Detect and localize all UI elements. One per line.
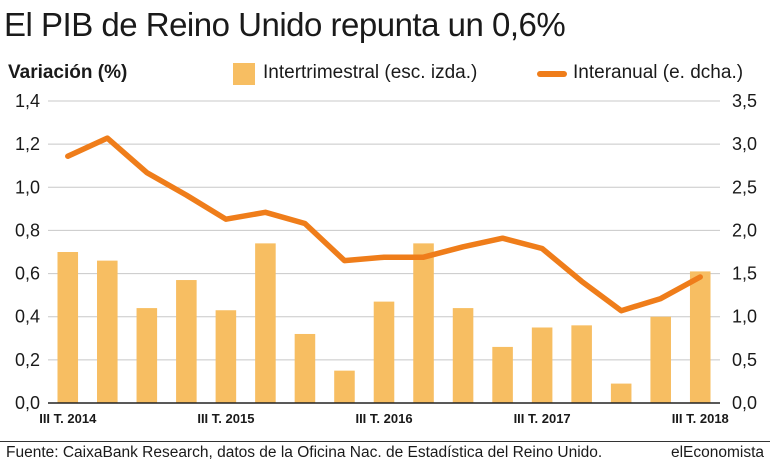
bar xyxy=(650,316,671,403)
x-tick-label: III T. 2014 xyxy=(39,411,97,426)
legend-bar-swatch xyxy=(233,63,255,85)
y-left-tick-label: 0,0 xyxy=(15,393,40,413)
brand-logo: elEconomista xyxy=(670,444,764,461)
bar xyxy=(610,383,632,403)
bar xyxy=(136,308,158,403)
legend-line-swatch xyxy=(537,71,567,77)
y-left-tick-label: 0,4 xyxy=(15,307,40,327)
y-right-tick-label: 2,0 xyxy=(732,220,757,240)
x-tick-label: III T. 2018 xyxy=(672,411,729,426)
bar xyxy=(176,280,197,403)
chart-title: El PIB de Reino Unido repunta un 0,6% xyxy=(4,6,566,43)
y-axis-label: Variación (%) xyxy=(8,62,128,83)
y-left-tick-label: 0,6 xyxy=(15,264,40,284)
series-line-interanual xyxy=(65,135,703,314)
legend-bar-label: Intertrimestral (esc. izda.) xyxy=(263,62,478,83)
y-right-tick-label: 0,5 xyxy=(732,350,757,370)
bar xyxy=(452,308,474,403)
y-left-tick-label: 1,4 xyxy=(15,91,40,111)
y-right-tick-label: 0,0 xyxy=(732,393,757,413)
bar xyxy=(531,327,553,403)
bar xyxy=(413,243,434,403)
y-right-tick-label: 3,5 xyxy=(732,91,757,111)
source-note: Fuente: CaixaBank Research, datos de la … xyxy=(6,444,603,461)
x-tick-label: III T. 2016 xyxy=(355,411,412,426)
y-right-tick-label: 1,5 xyxy=(732,264,757,284)
bar xyxy=(689,271,711,403)
x-tick-label: III T. 2017 xyxy=(514,411,571,426)
bar xyxy=(215,310,237,403)
bar xyxy=(294,333,316,403)
y-right-tick-label: 1,0 xyxy=(732,307,757,327)
bar xyxy=(373,301,395,403)
bar xyxy=(97,260,118,403)
bar xyxy=(255,243,276,403)
x-tick-label: III T. 2015 xyxy=(197,411,254,426)
footer-divider xyxy=(0,441,770,442)
y-left-tick-label: 0,2 xyxy=(15,350,40,370)
chart-plot-area: 0,0 0,2 0,4 0,6 0,8 1,0 1,2 1,4 0,0 0,5 1,0 1,5 2,0 2… xyxy=(15,91,757,426)
bar xyxy=(492,346,513,403)
bar xyxy=(571,325,592,403)
y-right-tick-label: 3,0 xyxy=(732,134,757,154)
y-left-tick-label: 0,8 xyxy=(15,220,40,240)
y-left-tick-label: 1,2 xyxy=(15,134,40,154)
bar xyxy=(57,252,79,403)
legend-line-label: Interanual (e. dcha.) xyxy=(573,62,744,83)
y-left-tick-label: 1,0 xyxy=(15,177,40,197)
y-right-tick-label: 2,5 xyxy=(732,177,757,197)
bar xyxy=(334,370,355,403)
